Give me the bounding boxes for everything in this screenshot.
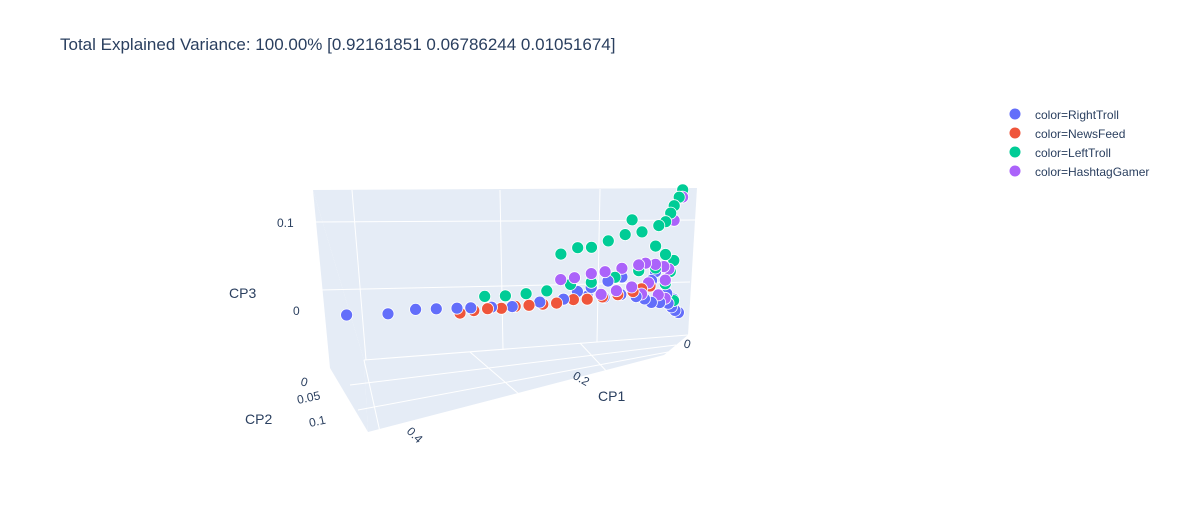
gridlines bbox=[312, 188, 698, 433]
data-point[interactable] bbox=[554, 273, 568, 287]
data-point[interactable] bbox=[610, 284, 623, 298]
legend-item-lefttroll[interactable]: color=LeftTroll bbox=[1009, 146, 1111, 160]
z-tick-label: 0 bbox=[293, 304, 300, 318]
floor-plane bbox=[364, 335, 688, 432]
legend-marker bbox=[1009, 127, 1021, 139]
legend-marker bbox=[1009, 165, 1021, 177]
data-point[interactable] bbox=[478, 289, 492, 303]
z-axis-title: CP3 bbox=[229, 285, 256, 301]
gridline bbox=[469, 351, 521, 396]
data-point[interactable] bbox=[659, 248, 672, 261]
data-point[interactable] bbox=[481, 302, 495, 316]
gridline bbox=[579, 342, 611, 376]
data-point[interactable] bbox=[649, 239, 662, 253]
data-point[interactable] bbox=[601, 234, 615, 248]
data-point[interactable] bbox=[652, 219, 666, 233]
gridline bbox=[357, 351, 669, 411]
data-point[interactable] bbox=[554, 247, 568, 261]
data-point[interactable] bbox=[658, 273, 672, 287]
legend-item-righttroll[interactable]: color=RightTroll bbox=[1009, 108, 1119, 122]
y-axis-title: CP2 bbox=[245, 411, 272, 427]
gridline bbox=[363, 359, 381, 433]
y-tick-label: 0 bbox=[299, 374, 309, 389]
data-point[interactable] bbox=[615, 261, 629, 275]
side-wall bbox=[313, 190, 368, 432]
y-tick-label: 0.05 bbox=[296, 388, 322, 407]
legend-label: color=NewsFeed bbox=[1035, 127, 1125, 141]
z-tick-label: 0.1 bbox=[277, 216, 294, 230]
data-points[interactable] bbox=[340, 183, 690, 322]
data-point[interactable] bbox=[540, 284, 554, 298]
legend[interactable]: color=RightTroll color=NewsFeed color=Le… bbox=[1009, 108, 1150, 179]
data-point[interactable] bbox=[340, 308, 354, 322]
data-point[interactable] bbox=[618, 228, 632, 242]
data-point[interactable] bbox=[585, 240, 598, 254]
legend-item-hashtaggamer[interactable]: color=HashtagGamer bbox=[1009, 165, 1150, 179]
chart-title: Total Explained Variance: 100.00% [0.921… bbox=[60, 35, 615, 54]
data-point[interactable] bbox=[625, 280, 639, 294]
x-axis-title: CP1 bbox=[598, 388, 625, 404]
data-point[interactable] bbox=[409, 302, 423, 316]
gridline bbox=[499, 189, 504, 351]
gridline bbox=[349, 344, 677, 386]
data-point[interactable] bbox=[464, 301, 478, 315]
gridline bbox=[351, 189, 367, 361]
gridline bbox=[363, 334, 689, 361]
data-point[interactable] bbox=[598, 265, 612, 279]
back-wall bbox=[313, 188, 697, 360]
legend-item-newsfeed[interactable]: color=NewsFeed bbox=[1009, 127, 1126, 141]
data-point[interactable] bbox=[522, 298, 536, 312]
legend-label: color=RightTroll bbox=[1035, 108, 1119, 122]
data-point[interactable] bbox=[584, 267, 598, 281]
data-point[interactable] bbox=[429, 302, 443, 316]
data-point[interactable] bbox=[625, 213, 639, 227]
data-point[interactable] bbox=[568, 271, 581, 285]
legend-label: color=LeftTroll bbox=[1035, 146, 1111, 160]
y-tick-label: 0.1 bbox=[308, 413, 328, 430]
data-point[interactable] bbox=[550, 296, 563, 310]
data-point[interactable] bbox=[498, 289, 512, 303]
data-point[interactable] bbox=[571, 241, 585, 255]
legend-marker bbox=[1009, 146, 1021, 158]
data-point[interactable] bbox=[450, 301, 464, 315]
legend-marker bbox=[1009, 108, 1021, 120]
data-point[interactable] bbox=[381, 307, 395, 321]
data-point[interactable] bbox=[533, 295, 547, 309]
data-point[interactable] bbox=[519, 287, 533, 301]
data-point[interactable] bbox=[632, 258, 646, 272]
data-point[interactable] bbox=[505, 300, 519, 314]
data-point[interactable] bbox=[594, 287, 608, 301]
x-tick-label: 0 bbox=[682, 336, 692, 351]
gridline bbox=[596, 188, 601, 343]
data-point[interactable] bbox=[635, 225, 649, 239]
3d-scene[interactable] bbox=[312, 183, 698, 433]
data-point[interactable] bbox=[580, 292, 594, 306]
legend-label: color=HashtagGamer bbox=[1035, 165, 1149, 179]
